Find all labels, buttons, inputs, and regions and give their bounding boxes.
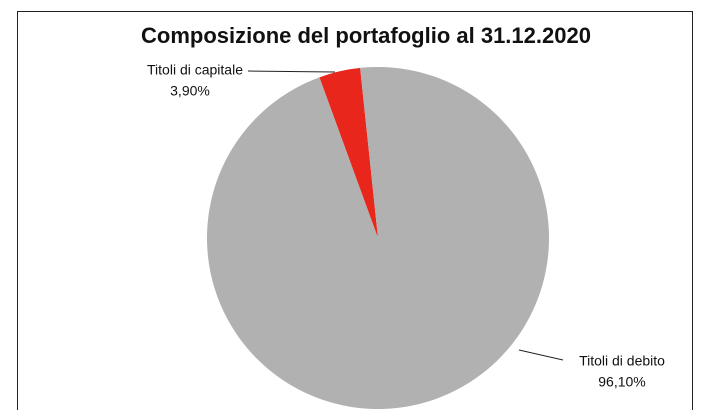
pie-slice: [207, 67, 550, 410]
value-label: 96,10%: [598, 374, 645, 390]
leader-line: [247, 70, 336, 73]
leader-line: [518, 349, 564, 361]
chart-title: Composizione del portafoglio al 31.12.20…: [141, 23, 591, 48]
slice-label: Titoli di capitale: [147, 62, 243, 78]
value-label: 3,90%: [170, 83, 210, 99]
pie-slice: [319, 67, 378, 238]
slice-label: Titoli di debito: [579, 353, 665, 369]
chart-frame: [17, 11, 693, 410]
